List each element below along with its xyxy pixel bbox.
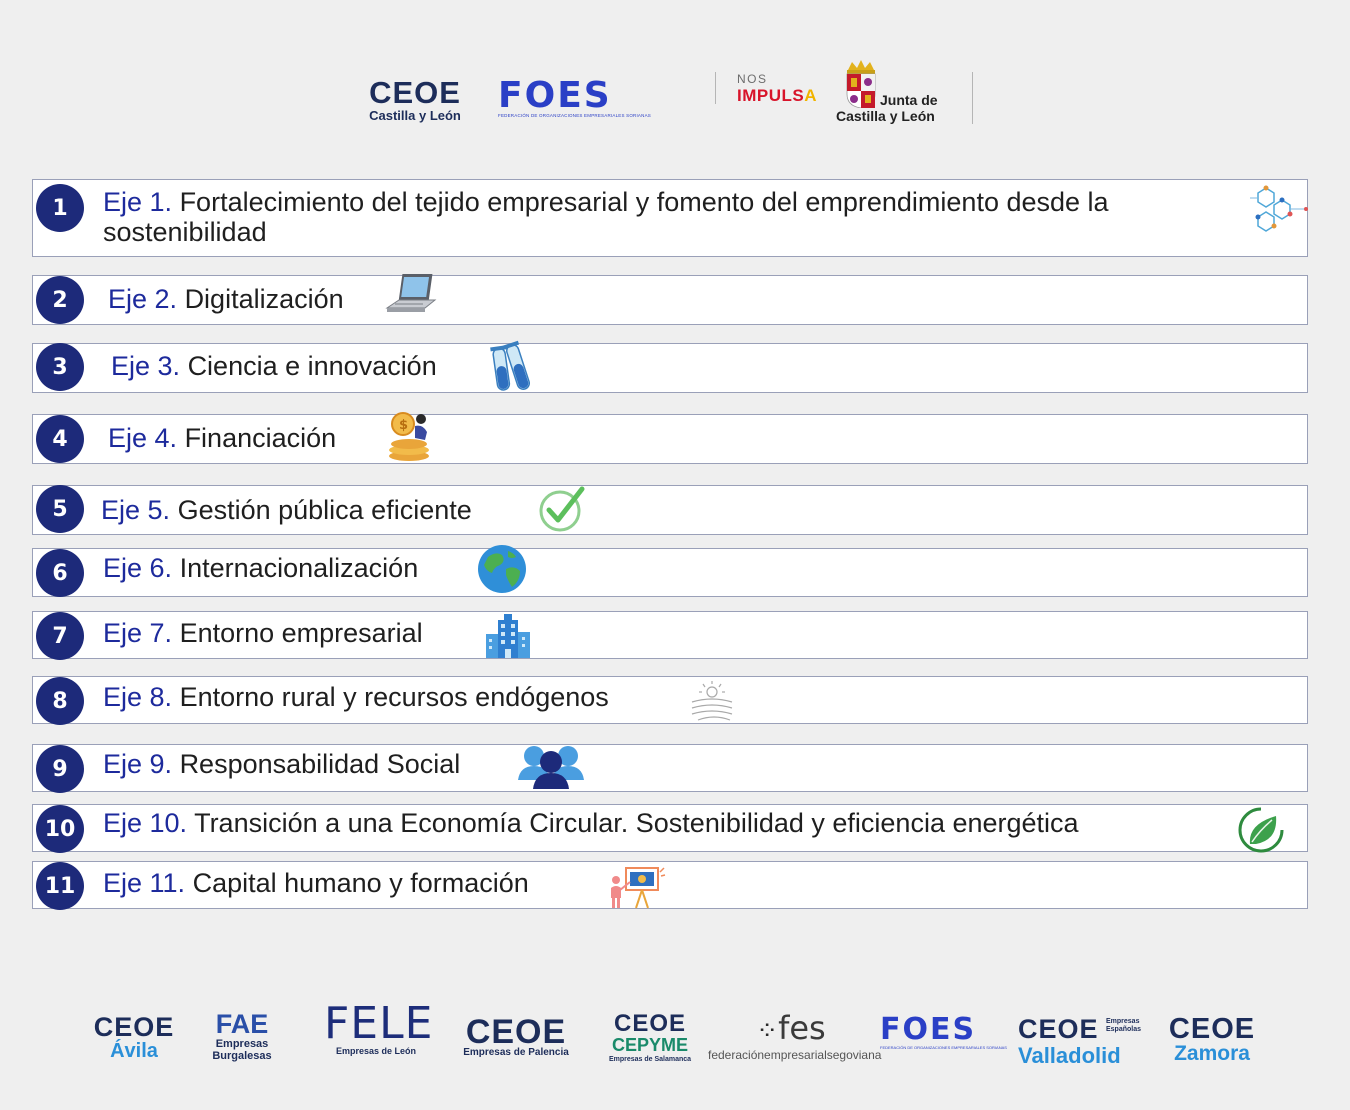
globe-icon	[478, 545, 526, 593]
axis-number-badge: 4	[36, 415, 84, 463]
foes-logo: FOES FEDERACIÓN DE ORGANIZACIONES EMPRES…	[498, 75, 651, 119]
svg-text:$: $	[399, 418, 408, 433]
axis-label: Eje 4. Financiación	[108, 423, 337, 453]
axis-row-10	[32, 804, 1308, 852]
axis-label: Eje 11. Capital humano y formación	[103, 868, 529, 898]
ceoe-palencia-logo: CEOE Empresas de Palencia	[463, 1013, 569, 1058]
axis-label: Eje 6. Internacionalización	[103, 553, 419, 583]
axis-label: Eje 10. Transición a una Economía Circul…	[103, 808, 1079, 838]
axis-row-3	[32, 343, 1308, 393]
axis-number-badge: 6	[36, 549, 84, 597]
laptop-icon	[385, 274, 437, 312]
axis-number-badge: 5	[36, 485, 84, 533]
nos-impulsa-logo: NOS IMPULSA	[737, 72, 818, 105]
axis-number-badge: 2	[36, 276, 84, 324]
axis-row-4	[32, 414, 1308, 464]
fae-burgos-logo: FAE Empresas Burgalesas	[212, 1009, 272, 1062]
axis-label: Eje 8. Entorno rural y recursos endógeno…	[103, 682, 609, 712]
axis-number-badge: 7	[36, 612, 84, 660]
axis-row-11	[32, 861, 1308, 909]
axis-number-badge: 8	[36, 677, 84, 725]
molecule-network-icon	[1250, 185, 1308, 232]
ceoe-zamora-logo: CEOE Zamora	[1168, 1013, 1256, 1066]
axis-label: Eje 2. Digitalización	[108, 284, 344, 314]
fes-segovia-logo: ⁘fes federaciónempresarialsegoviana	[708, 1009, 882, 1062]
foes-soria-logo: FOES FEDERACIÓN DE ORGANIZACIONES EMPRES…	[880, 1012, 1007, 1051]
coins-person-icon: $	[389, 412, 429, 461]
ceoe-avila-logo: CEOE Ávila	[93, 1012, 175, 1063]
axis-row-6	[32, 548, 1308, 597]
divider	[715, 72, 716, 104]
sun-fields-icon	[691, 681, 733, 721]
axis-number-badge: 3	[36, 343, 84, 391]
test-tubes-icon	[490, 340, 530, 391]
axis-row-9	[32, 744, 1308, 792]
axis-row-8	[32, 676, 1308, 724]
ceoe-valladolid-logo: CEOE Empresas Españolas Valladolid	[1018, 1014, 1142, 1069]
axis-number-badge: 10	[36, 805, 84, 853]
office-building-icon	[486, 614, 530, 658]
axis-row-5	[32, 485, 1308, 535]
axis-label: Eje 3. Ciencia e innovación	[111, 351, 437, 381]
leaf-circle-icon	[1238, 807, 1284, 853]
axis-row-7	[32, 611, 1308, 659]
axis-label: Eje 9. Responsabilidad Social	[103, 749, 461, 779]
divider	[972, 72, 973, 124]
checkmark-circle-icon	[539, 486, 585, 532]
axis-number-badge: 1	[36, 184, 84, 232]
people-group-icon	[518, 746, 584, 789]
axis-row-1	[32, 179, 1308, 257]
axis-label: Eje 1. Fortalecimiento del tejido empres…	[103, 187, 1109, 247]
fele-leon-logo: FELE Empresas de León	[324, 998, 434, 1057]
axis-number-badge: 9	[36, 745, 84, 793]
axis-label: Eje 7. Entorno empresarial	[103, 618, 423, 648]
ceoe-castilla-leon-logo: CEOE Castilla y León	[369, 75, 461, 123]
axis-row-2	[32, 275, 1308, 325]
axis-label: Eje 5. Gestión pública eficiente	[101, 495, 472, 525]
ceoe-cepyme-salamanca-logo: CEOE CEPYME Empresas de Salamanca	[608, 1010, 692, 1064]
coat-of-arms-icon	[846, 60, 876, 108]
axis-number-badge: 11	[36, 862, 84, 910]
presentation-teacher-icon	[611, 867, 666, 909]
